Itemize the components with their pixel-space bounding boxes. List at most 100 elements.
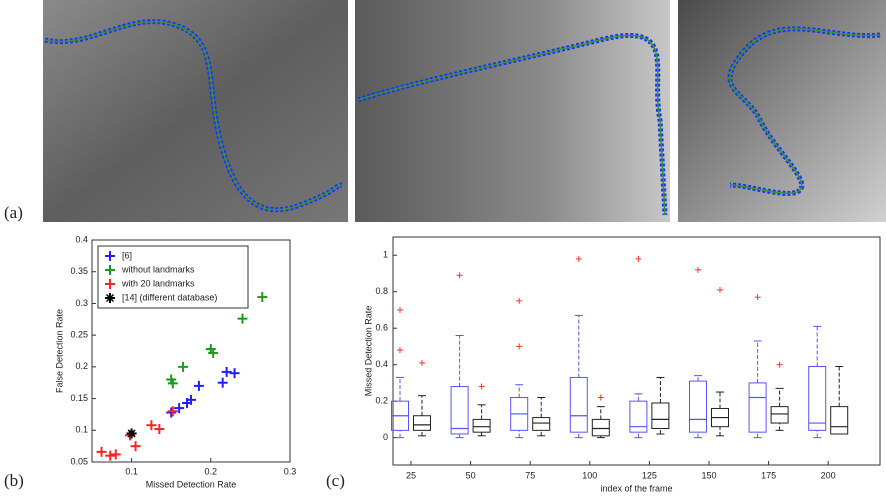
legend-label: [14] (different database): [122, 292, 217, 302]
data-point: [186, 394, 196, 405]
x-tick-label: 200: [821, 470, 836, 480]
y-tick-label: 0.2: [75, 361, 88, 371]
xray-image: [355, 0, 670, 222]
x-tick-label: 100: [582, 470, 597, 480]
data-point: [193, 380, 204, 391]
box: [770, 406, 789, 424]
box: [629, 400, 648, 433]
outlier: [717, 286, 723, 293]
box: [450, 386, 469, 435]
data-point: [208, 347, 219, 358]
data-point: [217, 377, 228, 388]
outlier: [456, 272, 463, 279]
y-tick-label: 0.15: [70, 393, 88, 403]
box: [748, 382, 767, 433]
legend-label: with 20 landmarks: [121, 278, 195, 288]
data-point: [167, 406, 178, 417]
x-tick-label: 150: [701, 470, 716, 480]
vessel-centerline: [44, 20, 343, 211]
data-point: [221, 366, 232, 377]
data-point: [257, 292, 268, 303]
xray-image: [678, 0, 886, 222]
y-tick-label: 1: [383, 250, 388, 260]
data-point: [110, 449, 121, 460]
y-tick-label: 0.35: [70, 266, 88, 276]
legend-label: without landmarks: [121, 264, 195, 274]
outlier: [695, 266, 701, 273]
y-tick-label: 0.25: [70, 330, 88, 340]
y-axis-label: False Detection Rate: [54, 309, 64, 393]
y-axis-label: Missed Detection Rate: [363, 306, 373, 397]
data-point: [178, 361, 189, 372]
y-tick-label: 0.2: [375, 396, 388, 406]
data-point: [167, 378, 178, 389]
outlier: [516, 343, 523, 350]
xray-images: [43, 0, 886, 222]
data-point: [146, 420, 157, 431]
data-point: [126, 428, 137, 439]
outlier: [575, 255, 582, 262]
outlier: [516, 297, 523, 304]
x-tick-label: 0.3: [284, 466, 297, 476]
outlier: [635, 255, 642, 262]
y-tick-label: 0.4: [375, 359, 388, 369]
x-tick-label: 125: [642, 470, 657, 480]
data-point: [130, 441, 141, 452]
data-point: [166, 407, 177, 418]
plot-area: [392, 236, 881, 466]
y-tick-label: 0.3: [75, 298, 88, 308]
box: [830, 406, 849, 435]
box: [808, 366, 827, 431]
y-tick-label: 0.6: [375, 323, 388, 333]
legend-marker: [105, 293, 115, 303]
panel-label: (b): [4, 471, 24, 490]
box: [532, 417, 551, 431]
box: [689, 380, 707, 433]
data-point: [105, 450, 116, 461]
data-point: [96, 446, 107, 457]
box: [651, 402, 670, 430]
y-tick-label: 0.05: [70, 456, 88, 466]
marker-stroke: [105, 293, 115, 303]
outlier: [419, 359, 425, 366]
data-point: [174, 403, 185, 414]
outlier: [397, 306, 403, 313]
vessel-centerline: [357, 34, 666, 216]
data-point: [237, 313, 248, 324]
x-tick-label: 0.2: [205, 466, 218, 476]
data-point: [229, 368, 240, 379]
outlier: [776, 361, 783, 368]
data-point: [154, 424, 165, 435]
box: [472, 418, 491, 433]
plot-area: [91, 239, 291, 463]
x-axis-label: index of the frame: [600, 483, 672, 493]
box: [569, 376, 588, 433]
x-tick-label: 175: [761, 470, 776, 480]
x-tick-label: 50: [466, 470, 476, 480]
panel-label: (a): [4, 203, 23, 222]
outlier: [754, 294, 761, 301]
legend-marker: [105, 265, 115, 275]
y-tick-label: 0.1: [75, 425, 88, 435]
legend-box: [97, 245, 249, 309]
box: [591, 418, 610, 437]
x-tick-label: 0.1: [125, 466, 138, 476]
marker-stroke: [127, 429, 136, 438]
legend-marker: [105, 279, 115, 289]
legend-marker: [105, 251, 115, 261]
y-tick-label: 0: [383, 432, 388, 442]
outlier: [597, 394, 604, 401]
vessel-centerline: [729, 28, 881, 195]
y-tick-label: 0.8: [375, 286, 388, 296]
outlier: [478, 383, 485, 390]
xray-image: [43, 0, 348, 222]
panel-label: (c): [326, 471, 345, 490]
x-tick-label: 75: [525, 470, 535, 480]
x-tick-label: 25: [406, 470, 416, 480]
x-axis-label: Missed Detection Rate: [146, 479, 237, 489]
box: [413, 415, 431, 431]
y-tick-label: 0.4: [75, 234, 88, 244]
legend-label: [6]: [122, 250, 132, 260]
outlier: [397, 347, 403, 354]
